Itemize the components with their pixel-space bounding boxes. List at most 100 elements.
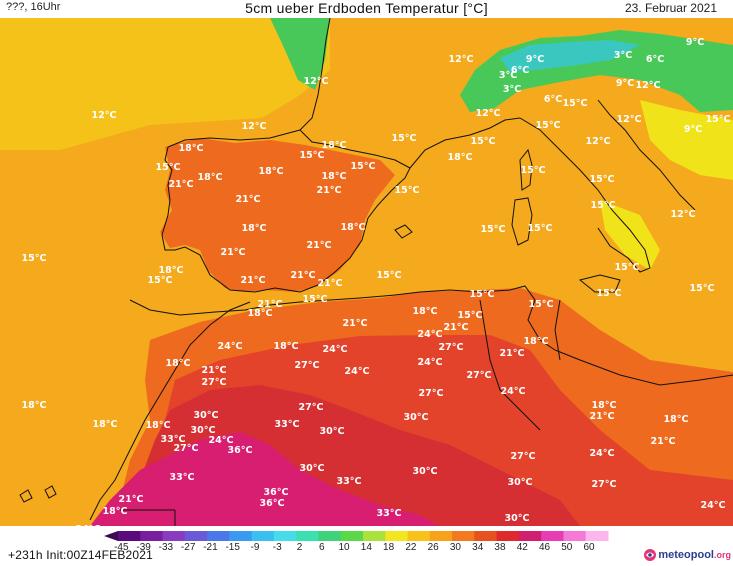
colorbar-tick: 18 xyxy=(383,542,395,553)
temperature-label: 15°C xyxy=(481,224,506,235)
temperature-labels: 12°C 9°C 3°C 6°C9°C3°C6°C9°C 12°C12°C12°C12°… xyxy=(22,37,731,526)
temperature-label: 30°C xyxy=(194,410,219,421)
temperature-label: 18°C xyxy=(664,414,689,425)
temperature-label: 21°C xyxy=(236,194,261,205)
temperature-label: 15°C xyxy=(706,114,731,125)
temperature-label: 18°C xyxy=(248,308,273,319)
colorbar-tick: 60 xyxy=(583,542,595,553)
temperature-label: 21°C xyxy=(221,247,246,258)
temperature-label: 15°C xyxy=(470,289,495,300)
temperature-label: 24°C xyxy=(76,524,101,526)
temperature-label: 27°C xyxy=(592,479,617,490)
colorbar-segment xyxy=(207,531,230,541)
temperature-label: 24°C xyxy=(590,448,615,459)
colorbar-tick: 22 xyxy=(405,542,417,553)
temperature-label: 15°C xyxy=(528,223,553,234)
temperature-label: 15°C xyxy=(590,174,615,185)
temperature-label: 21°C xyxy=(119,494,144,505)
temperature-map: 12°C 9°C 3°C 6°C9°C3°C6°C9°C 12°C12°C12°C12°… xyxy=(0,18,733,526)
temperature-label: 9°C xyxy=(526,54,544,65)
colorbar-tick: 42 xyxy=(516,542,528,553)
colorbar-tick: 6 xyxy=(319,542,325,553)
temperature-label: 18°C xyxy=(198,172,223,183)
colorbar-segment xyxy=(452,531,475,541)
temperature-label: 21°C xyxy=(258,299,283,310)
temperature-label: 15°C xyxy=(392,133,417,144)
temperature-label: 30°C xyxy=(413,466,438,477)
temperature-label: 12°C xyxy=(671,209,696,220)
temperature-label: 15°C xyxy=(458,310,483,321)
temperature-label: 6°C xyxy=(511,65,529,76)
colorbar-tick: -3 xyxy=(272,542,282,553)
temperature-label: 18°C xyxy=(448,152,473,163)
colorbar-segment xyxy=(407,531,431,541)
colorbar-segment xyxy=(140,531,164,541)
temperature-label: 15°C xyxy=(597,288,622,299)
logo-name: meteopool xyxy=(658,549,714,561)
temperature-label: 27°C xyxy=(202,377,227,388)
temperature-label: 15°C xyxy=(351,161,376,172)
temperature-label: 27°C xyxy=(419,388,444,399)
colorbar-tick: 2 xyxy=(296,542,303,553)
temperature-label: 21°C xyxy=(307,240,332,251)
temperature-label: 12°C xyxy=(617,114,642,125)
temperature-label: 12°C xyxy=(476,108,501,119)
temperature-label: 18°C xyxy=(322,171,347,182)
temperature-label: 24°C xyxy=(418,329,443,340)
temperature-label: 15°C xyxy=(303,294,328,305)
temperature-label: 18°C xyxy=(341,222,366,233)
temperature-label: 18°C xyxy=(274,341,299,352)
temperature-label: 9°C xyxy=(684,124,702,135)
temperature-label: 18°C xyxy=(592,400,617,411)
colorbar-segment xyxy=(340,531,364,541)
temperature-label: 27°C xyxy=(467,370,492,381)
temperature-label: 6°C xyxy=(544,94,562,105)
temperature-label: 15°C xyxy=(521,165,546,176)
temperature-label: 18°C xyxy=(242,223,267,234)
colorbar-segment xyxy=(474,531,498,541)
temperature-label: 15°C xyxy=(690,283,715,294)
colorbar-tick: 10 xyxy=(338,542,350,553)
temperature-label: 21°C xyxy=(291,270,316,281)
colorbar-segment xyxy=(318,531,342,541)
coastlines xyxy=(19,18,733,526)
color-scale-bar xyxy=(104,531,609,541)
temperature-label: 33°C xyxy=(337,476,362,487)
colorbar-tick: -27 xyxy=(180,542,196,553)
colorbar-segment xyxy=(229,531,253,541)
temperature-label: 33°C xyxy=(161,434,186,445)
temperature-label: 36°C xyxy=(264,487,289,498)
colorbar-segment xyxy=(496,531,520,541)
colorbar-segment xyxy=(296,531,319,541)
colorbar-segment xyxy=(563,531,587,541)
colorbar-tick: -39 xyxy=(136,542,151,553)
colorbar-segment xyxy=(363,531,386,541)
temperature-label: 12°C xyxy=(92,110,117,121)
temperature-label: 18°C xyxy=(322,140,347,151)
temperature-label: 18°C xyxy=(259,166,284,177)
temperature-label: 21°C xyxy=(343,318,368,329)
temperature-label: 33°C xyxy=(275,419,300,430)
temperature-label: 12°C xyxy=(586,136,611,147)
meteopool-logo[interactable]: meteopool .org xyxy=(643,547,731,563)
temperature-label: 27°C xyxy=(511,451,536,462)
logo-tld: .org xyxy=(714,550,731,560)
colorbar-tick: 14 xyxy=(360,542,372,553)
map-title: 5cm ueber Erdboden Temperatur [°C] xyxy=(245,0,488,16)
temperature-label: 36°C xyxy=(260,498,285,509)
temperature-field xyxy=(0,18,733,526)
temperature-label: 33°C xyxy=(377,508,402,519)
colorbar-tick: -33 xyxy=(158,542,174,553)
temperature-label: 15°C xyxy=(591,200,616,211)
temperature-label: 24°C xyxy=(418,357,443,368)
temperature-label: 24°C xyxy=(218,341,243,352)
temperature-label: 27°C xyxy=(174,443,199,454)
colorbar-tick: -21 xyxy=(203,542,218,553)
temperature-label: 24°C xyxy=(701,500,726,511)
colorbar-segment xyxy=(273,531,297,541)
temperature-label: 15°C xyxy=(563,98,588,109)
temperature-label: 24°C xyxy=(323,344,348,355)
colorbar-tick: -9 xyxy=(250,542,260,553)
temperature-label: 24°C xyxy=(345,366,370,377)
colorbar-tick: 30 xyxy=(449,542,461,553)
